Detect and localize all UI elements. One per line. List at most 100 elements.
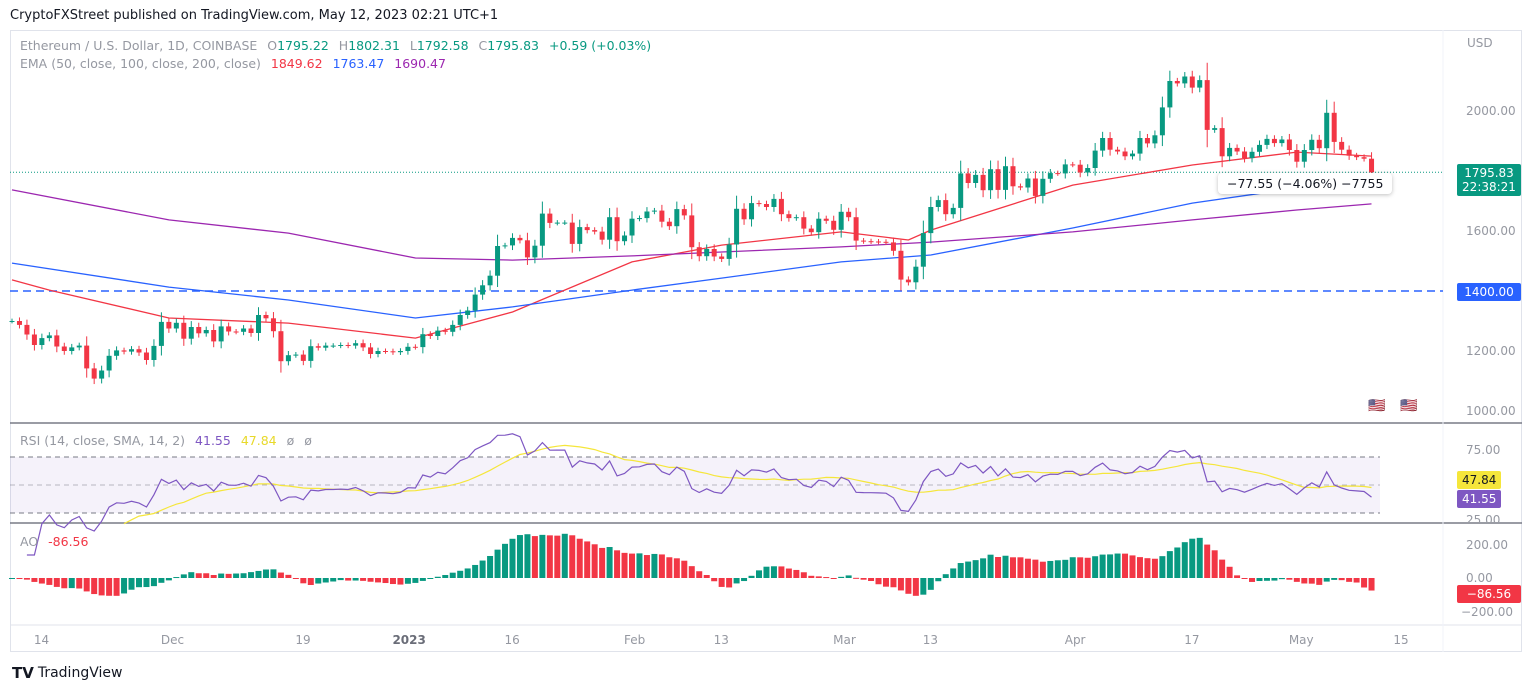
ao-bar xyxy=(718,578,725,587)
ao-bar xyxy=(987,554,994,578)
ao-bar xyxy=(808,575,815,578)
close-value: 1795.83 xyxy=(487,38,539,53)
ao-bar xyxy=(225,573,232,578)
candle-body xyxy=(524,240,530,258)
candle-body xyxy=(495,246,501,276)
ao-bar xyxy=(173,577,180,579)
candle-body xyxy=(778,198,784,215)
candle-body xyxy=(741,208,747,220)
ao-bar xyxy=(442,575,449,578)
ao-bar xyxy=(1189,538,1196,578)
ao-bar xyxy=(1002,555,1009,578)
candle-body xyxy=(666,221,672,227)
candle xyxy=(1354,152,1360,161)
candle xyxy=(704,244,710,261)
ao-legend[interactable]: AO -86.56 xyxy=(20,534,94,549)
ao-bar xyxy=(262,569,269,578)
ao-bar xyxy=(673,558,680,578)
candle xyxy=(771,194,777,212)
tradingview-logo[interactable]: 𝗧𝗩 TradingView xyxy=(12,664,122,682)
candle xyxy=(562,220,568,225)
candle xyxy=(427,331,433,339)
candle xyxy=(1159,96,1165,147)
candle xyxy=(1256,140,1262,157)
rsi-tick: 75.00 xyxy=(1466,443,1501,457)
rsi-legend[interactable]: RSI (14, close, SMA, 14, 2) 41.55 47.84 … xyxy=(20,433,318,448)
candle xyxy=(973,170,979,188)
us-flag-event-icon[interactable]: 🇺🇸 xyxy=(1368,398,1386,414)
candle xyxy=(532,239,538,264)
candle-body xyxy=(181,322,187,339)
candle xyxy=(539,201,545,258)
ao-bar xyxy=(882,578,889,587)
ao-bar xyxy=(165,578,172,581)
close-label: C xyxy=(478,38,488,53)
ao-bar xyxy=(1151,558,1158,578)
ao-bar xyxy=(135,578,142,588)
ema-legend[interactable]: EMA (50, close, 100, close, 200, close) … xyxy=(20,56,452,71)
candle xyxy=(786,210,792,222)
candle xyxy=(338,342,344,349)
candle-body xyxy=(704,249,710,257)
candle-body xyxy=(958,173,964,208)
candle-body xyxy=(405,346,411,351)
candle xyxy=(1003,156,1009,200)
candle xyxy=(651,207,657,215)
candle-body xyxy=(345,345,351,346)
candle-body xyxy=(472,294,478,311)
us-flag-event-icon[interactable]: 🇺🇸 xyxy=(1400,398,1418,414)
candle-body xyxy=(248,328,254,333)
candle-body xyxy=(913,266,919,283)
candle xyxy=(554,220,560,226)
candle xyxy=(442,327,448,335)
candle xyxy=(46,332,52,342)
candle xyxy=(1055,170,1061,176)
ao-bar xyxy=(1293,578,1300,582)
candle-body xyxy=(1346,149,1352,156)
candle xyxy=(1361,154,1367,162)
ao-bar xyxy=(98,578,105,596)
ao-bar xyxy=(1316,578,1323,585)
ao-bar xyxy=(980,558,987,578)
candle-body xyxy=(831,220,837,230)
candle xyxy=(158,312,164,356)
candle xyxy=(1271,135,1277,147)
ao-bar xyxy=(292,578,299,579)
candle-body xyxy=(465,310,471,315)
candle-body xyxy=(129,349,135,352)
candle xyxy=(823,215,829,224)
ao-bar xyxy=(188,572,195,578)
candle-body xyxy=(1017,186,1023,188)
candle-body xyxy=(1339,141,1345,150)
candle xyxy=(614,207,620,251)
candle-body xyxy=(99,370,105,379)
ao-bar xyxy=(658,554,665,578)
time-tick: 13 xyxy=(922,633,939,647)
symbol-legend: Ethereum / U.S. Dollar, 1D, COINBASE O17… xyxy=(20,38,657,53)
ao-bar xyxy=(688,566,695,578)
ao-bar xyxy=(1368,578,1375,591)
candle xyxy=(1025,173,1031,193)
ao-bar xyxy=(606,547,613,578)
ao-bar xyxy=(150,578,157,587)
candle-body xyxy=(674,209,680,227)
rsi-value: 41.55 xyxy=(195,433,231,448)
time-tick: Feb xyxy=(624,633,646,647)
candle-body xyxy=(293,354,299,356)
candle-body xyxy=(786,214,792,219)
ao-bar xyxy=(599,547,606,578)
ao-bar xyxy=(449,572,456,578)
ao-bar xyxy=(995,557,1002,578)
candle-body xyxy=(846,211,852,218)
ao-bar xyxy=(382,578,389,584)
candle-body xyxy=(241,328,247,332)
ao-bar xyxy=(733,578,740,584)
candle xyxy=(9,318,15,324)
candle xyxy=(1212,125,1218,133)
candle-body xyxy=(1047,173,1053,179)
candle-body xyxy=(1354,155,1360,158)
candle xyxy=(502,242,508,249)
ao-bar xyxy=(479,560,486,578)
ao-bar xyxy=(1249,578,1256,582)
